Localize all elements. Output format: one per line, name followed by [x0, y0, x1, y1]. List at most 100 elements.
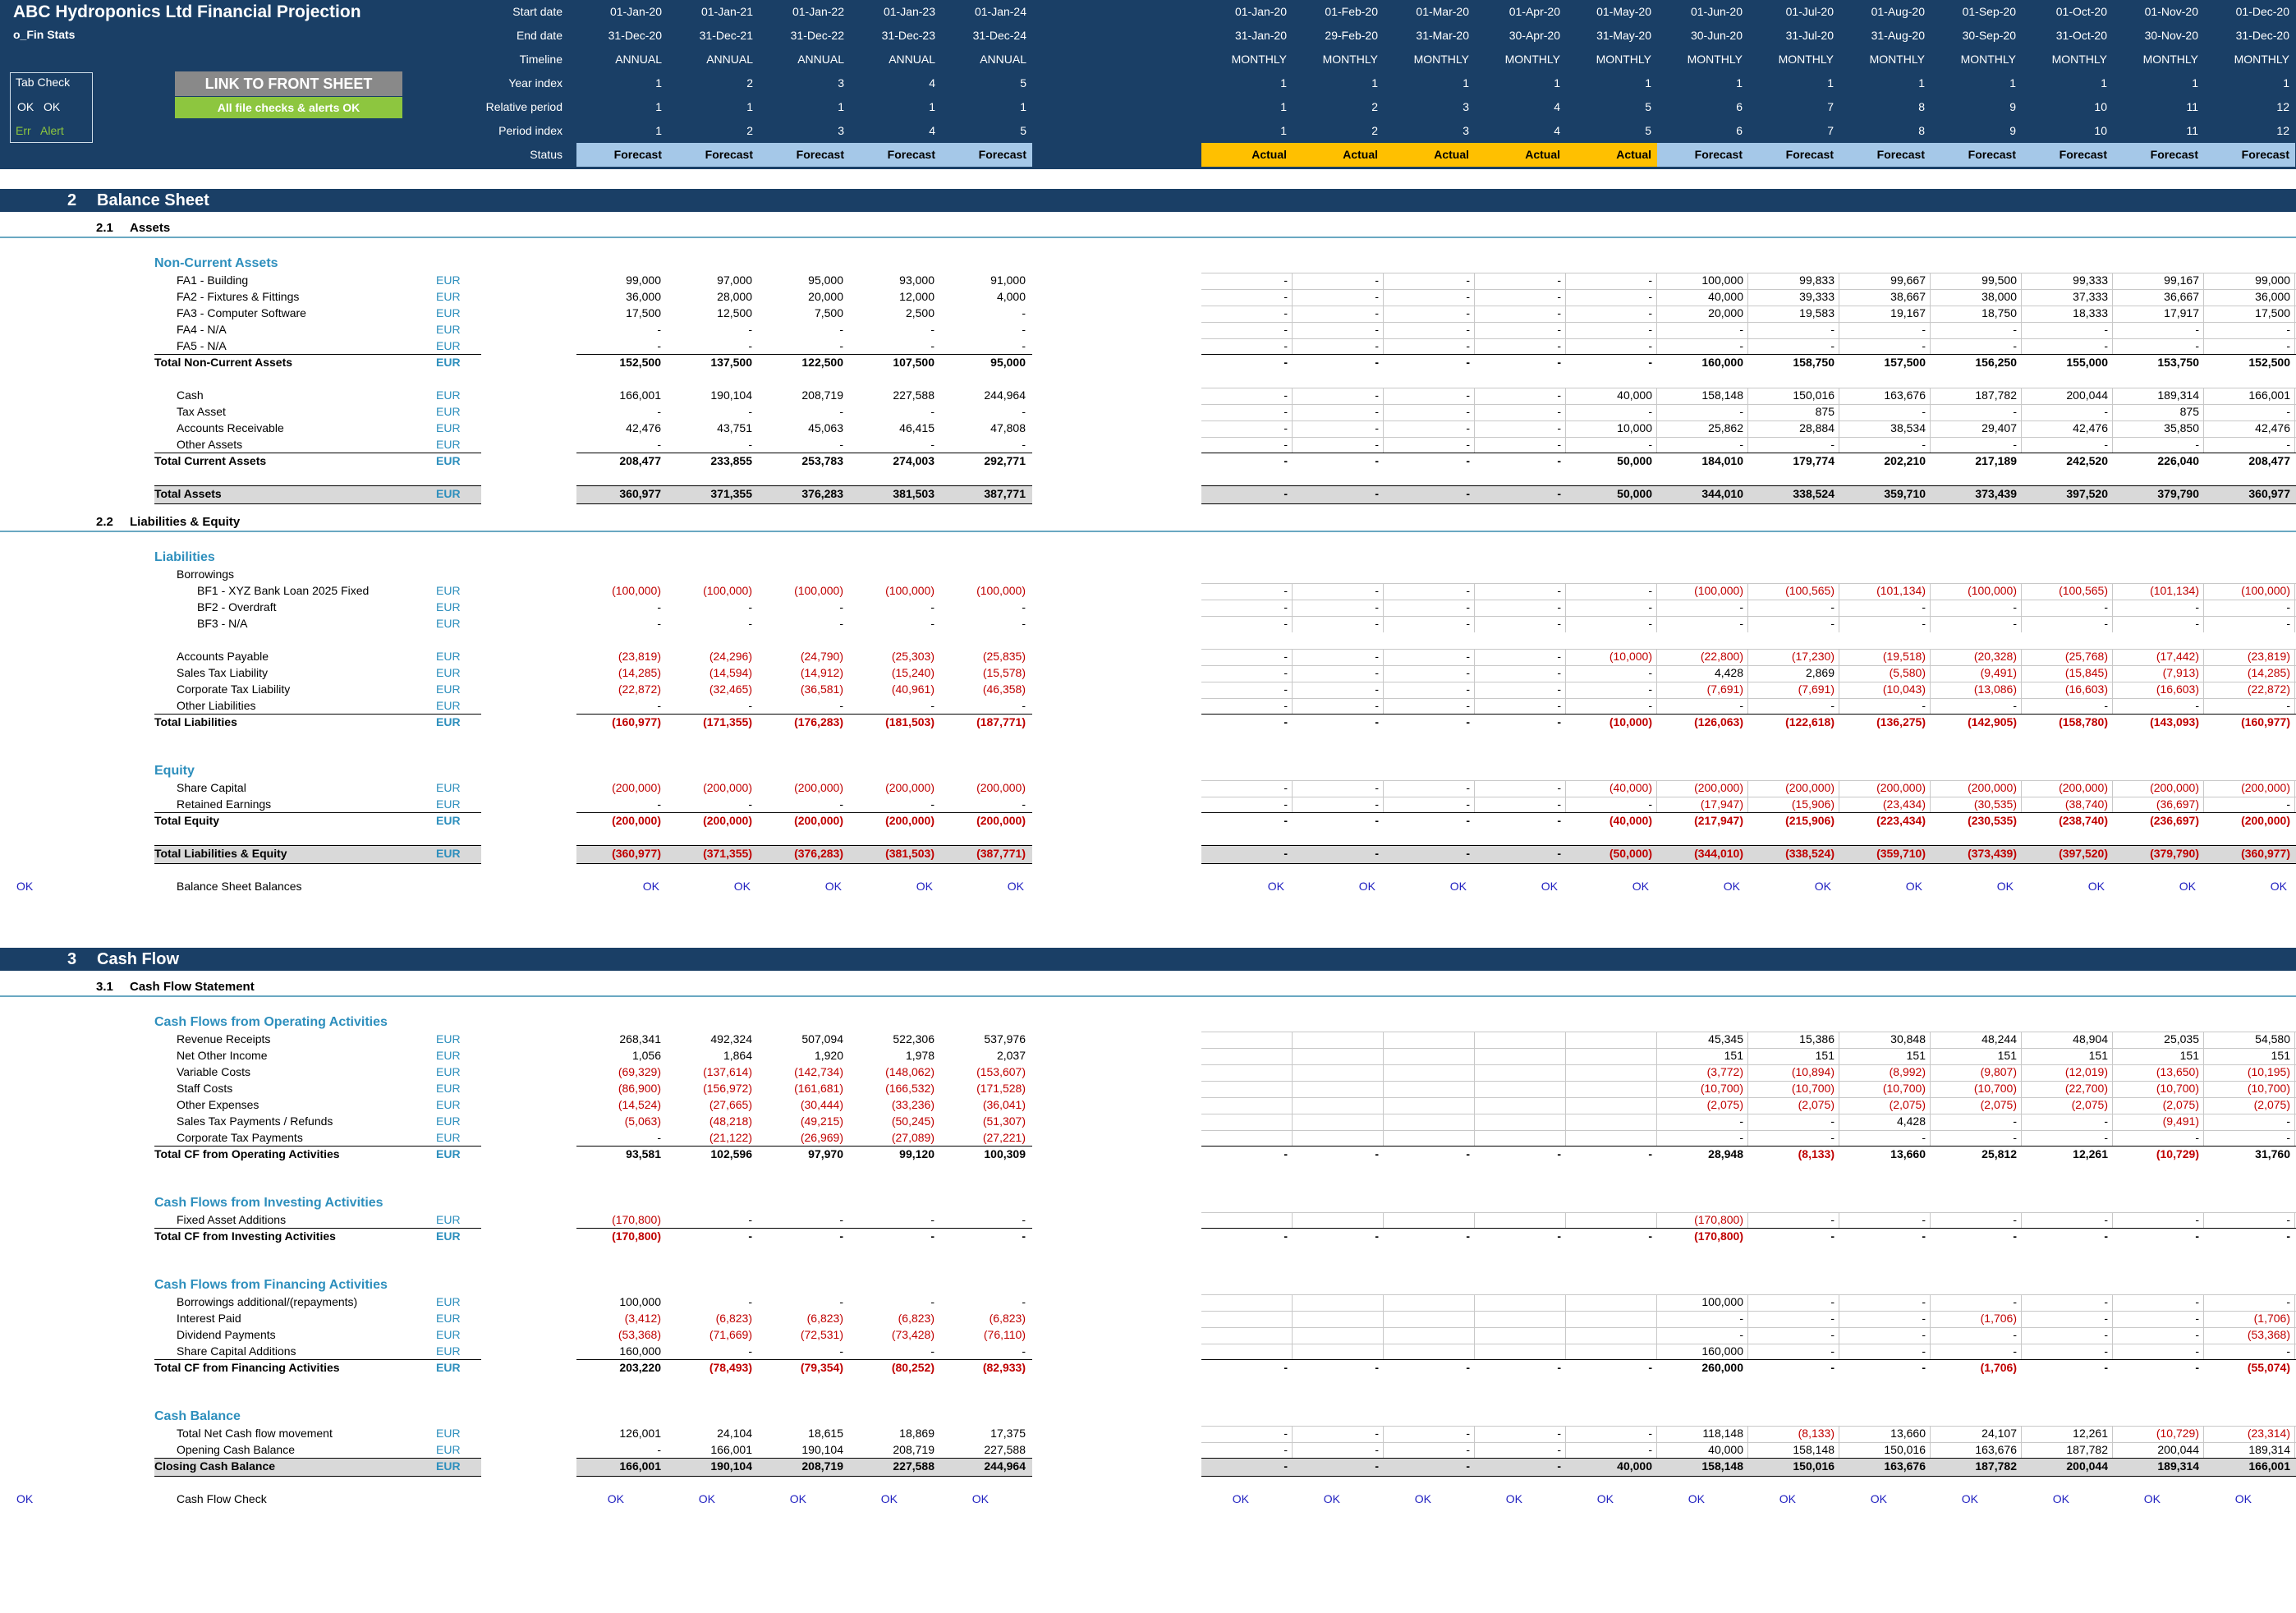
monthly-value: (40,000): [1609, 814, 1652, 827]
monthly-value: -: [1557, 487, 1561, 500]
annual-value: -: [1022, 600, 1026, 613]
check-cell: OK: [1632, 880, 1649, 893]
check-flag: OK: [16, 880, 34, 893]
subsection-number: 2.1: [96, 221, 113, 235]
annual-value: (82,933): [982, 1361, 1026, 1374]
annual-value: (27,089): [891, 1131, 934, 1144]
monthly-value: (170,800): [1694, 1213, 1743, 1226]
annual-value: 18,869: [899, 1427, 934, 1440]
monthly-value: 187,782: [1975, 388, 2017, 402]
unit-label: EUR: [436, 306, 461, 319]
monthly-value: -: [2104, 699, 2108, 712]
monthly-input-grid: [1201, 404, 2296, 420]
monthly-value: (170,800): [1694, 1229, 1743, 1243]
monthly-input-grid: [1201, 1064, 2296, 1081]
monthly-value: 166,001: [2248, 388, 2290, 402]
unit-label: EUR: [436, 1114, 461, 1128]
monthly-value: 99,833: [1799, 273, 1835, 287]
tab-check-label: Tab Check: [16, 76, 71, 89]
monthly-value: (2,075): [2253, 1098, 2290, 1111]
monthly-value: -: [1283, 421, 1288, 434]
monthly-input-grid: [1201, 1097, 2296, 1114]
monthly-value: -: [1830, 1229, 1835, 1243]
monthly-value: -: [1283, 356, 1288, 369]
monthly-value: -: [2104, 339, 2108, 352]
monthly-value: -: [1466, 356, 1470, 369]
row-label: BF2 - Overdraft: [197, 600, 277, 613]
annual-value: 126,001: [619, 1427, 661, 1440]
annual-value: 268,341: [619, 1032, 661, 1045]
check-cell: OK: [2052, 1492, 2069, 1505]
check-cell: OK: [642, 880, 659, 893]
annual-value: -: [930, 600, 934, 613]
annual-value: -: [748, 1229, 752, 1243]
monthly-value: -: [1375, 617, 1379, 630]
check-cell: OK: [1358, 880, 1375, 893]
timeline-cell: 01-Jun-20: [1690, 5, 1743, 18]
monthly-value: -: [1648, 356, 1652, 369]
monthly-value: -: [1375, 1443, 1379, 1456]
monthly-value: -: [1830, 617, 1835, 630]
annual-value: 17,500: [626, 306, 661, 319]
monthly-value: -: [1922, 1295, 1926, 1308]
monthly-value: (143,093): [2150, 715, 2199, 728]
subsection-number: 2.2: [96, 515, 113, 529]
annual-value: -: [930, 1295, 934, 1308]
monthly-value: (8,992): [1889, 1065, 1926, 1078]
monthly-value: -: [2286, 797, 2290, 811]
monthly-value: -: [1375, 339, 1379, 352]
monthly-value: -: [1648, 617, 1652, 630]
monthly-value: 151: [2271, 1049, 2290, 1062]
monthly-value: -: [2013, 339, 2017, 352]
monthly-value: (373,439): [1968, 847, 2017, 860]
annual-value: -: [839, 405, 843, 418]
link-to-front-sheet-button[interactable]: LINK TO FRONT SHEET: [175, 71, 402, 96]
annual-value: -: [930, 1229, 934, 1243]
annual-value: (187,771): [976, 715, 1026, 728]
timeline-cell: 7: [1827, 100, 1834, 113]
monthly-input-grid: [1201, 289, 2296, 306]
monthly-value: 31,760: [2255, 1147, 2290, 1160]
monthly-value: 12,261: [2073, 1147, 2108, 1160]
total-band: [1201, 845, 2296, 864]
unit-label: EUR: [436, 666, 461, 679]
monthly-value: 40,000: [1708, 290, 1743, 303]
monthly-value: (100,565): [1785, 584, 1835, 597]
timeline-cell: 12: [2276, 124, 2289, 137]
annual-value: (376,283): [794, 847, 843, 860]
unit-label: EUR: [436, 1032, 461, 1045]
annual-value: 244,964: [984, 388, 1026, 402]
total-rule: [1201, 1359, 2296, 1360]
monthly-value: 151: [1815, 1049, 1835, 1062]
annual-value: 107,500: [893, 356, 934, 369]
monthly-value: -: [1283, 814, 1288, 827]
annual-value: -: [748, 339, 752, 352]
total-rule: [576, 812, 1032, 813]
annual-value: -: [930, 438, 934, 451]
annual-value: -: [930, 339, 934, 352]
annual-value: -: [1022, 1229, 1026, 1243]
annual-value: (69,329): [618, 1065, 661, 1078]
monthly-value: 151: [1997, 1049, 2017, 1062]
unit-label: EUR: [436, 1344, 461, 1358]
monthly-value: 875: [2179, 405, 2199, 418]
monthly-value: -: [1557, 323, 1561, 336]
timeline-cell: 1: [2283, 76, 2289, 90]
annual-value: 7,500: [814, 306, 843, 319]
monthly-value: -: [1466, 699, 1470, 712]
annual-value: -: [839, 600, 843, 613]
monthly-value: -: [1739, 323, 1743, 336]
monthly-value: -: [2013, 438, 2017, 451]
total-rule: [154, 714, 481, 715]
row-label: Other Assets: [177, 438, 243, 451]
monthly-value: -: [2286, 1229, 2290, 1243]
annual-value: 47,808: [990, 421, 1026, 434]
monthly-value: -: [1466, 339, 1470, 352]
unit-label: EUR: [436, 584, 461, 597]
annual-value: (200,000): [612, 781, 661, 794]
timeline-cell: 01-Apr-20: [1508, 5, 1560, 18]
annual-value: (51,307): [982, 1114, 1026, 1128]
monthly-value: -: [1283, 273, 1288, 287]
monthly-value: -: [1922, 1131, 1926, 1144]
annual-value: (33,236): [891, 1098, 934, 1111]
